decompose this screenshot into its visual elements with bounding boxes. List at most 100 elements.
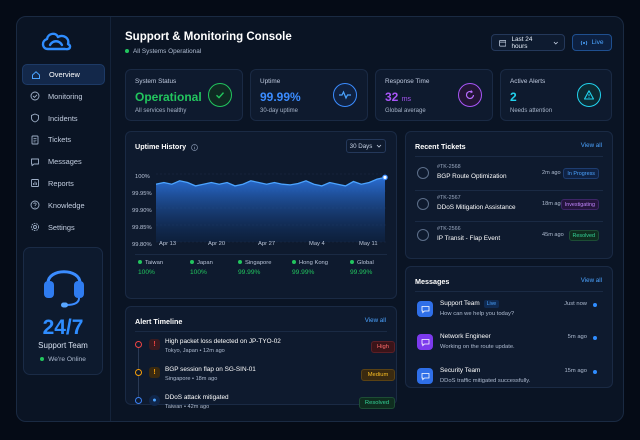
ticket-row[interactable]: #TK-2567 DDoS Mitigation Assistance 18m … (415, 194, 599, 218)
info-icon[interactable] (191, 143, 198, 151)
unread-dot-icon (593, 370, 597, 374)
chat-icon (31, 158, 39, 166)
region-global: Global 99.99% (350, 260, 374, 276)
alerts-view-all-link[interactable]: View all (364, 317, 386, 324)
message-preview: DDoS traffic mitigated successfully. (440, 378, 531, 384)
ticket-title: DDoS Mitigation Assistance (437, 204, 516, 211)
document-icon (31, 135, 39, 145)
y-tick-label: 99.90% (132, 208, 152, 214)
alert-item[interactable]: ● DDoS attack mitigated Taiwan • 42m ago… (135, 393, 395, 417)
message-item[interactable]: Network Engineer Working on the route up… (415, 331, 599, 357)
alert-title: High packet loss detected on JP-TYO-02 (165, 338, 281, 345)
sidebar-item-monitoring[interactable]: Monitoring (22, 86, 105, 107)
ticket-id: #TK-2567 (437, 195, 461, 201)
chevron-down-icon (377, 144, 382, 148)
sidebar-item-reports[interactable]: Reports (22, 173, 105, 194)
message-preview: How can we help you today? (440, 311, 515, 317)
region-name: Global (357, 260, 374, 266)
sidebar-item-knowledge[interactable]: Knowledge (22, 195, 105, 216)
support-card: 24/7 Support Team We're Online (23, 247, 103, 375)
messages-title: Messages (415, 277, 450, 286)
stat-unit: ms (401, 96, 412, 103)
uptime-chart (156, 173, 388, 243)
ticket-status-badge: Resolved (568, 230, 599, 241)
sidebar-item-label: Monitoring (48, 91, 83, 101)
stat-number: 32 (385, 90, 399, 104)
uptime-area (156, 177, 385, 242)
system-status-line: All Systems Operational (125, 48, 201, 55)
check-circle-icon (30, 91, 40, 101)
stat-value: 2 (510, 90, 517, 104)
sidebar-item-incidents[interactable]: Incidents (22, 108, 105, 129)
sidebar-item-settings[interactable]: Settings (22, 217, 105, 238)
ticket-row[interactable]: #TK-2568 BGP Route Optimization 2m ago I… (415, 163, 599, 187)
region-name: Japan (197, 260, 213, 266)
sidebar-item-messages[interactable]: Messages (22, 151, 105, 172)
region-japan: Japan 100% (190, 260, 213, 276)
stat-value: 32 ms (385, 90, 411, 104)
period-select[interactable]: 30 Days (346, 139, 386, 153)
messages-view-all-link[interactable]: View all (580, 277, 602, 284)
region-pct: 100% (190, 269, 207, 276)
clock-icon (417, 198, 429, 210)
message-item[interactable]: Security Team DDoS traffic mitigated suc… (415, 365, 599, 391)
chat-icon (417, 301, 433, 317)
tickets-view-all-link[interactable]: View all (580, 142, 602, 149)
calendar-icon (499, 39, 507, 47)
message-item[interactable]: Support Team Live How can we help you tod… (415, 298, 599, 324)
alert-item[interactable]: ! High packet loss detected on JP-TYO-02… (135, 337, 395, 361)
divider (135, 254, 387, 255)
stat-label: Uptime (260, 78, 281, 85)
divider (415, 190, 603, 191)
alert-item[interactable]: ! BGP session flap on SG-SIN-01 Singapor… (135, 365, 395, 389)
x-tick-label: Apr 27 (258, 241, 276, 247)
stat-card-response-time: Response Time 32 ms Global average (375, 69, 493, 121)
ticket-id: #TK-2568 (437, 164, 461, 170)
sidebar: Overview Monitoring Incidents Tickets Me… (17, 17, 111, 421)
stat-sub: Global average (385, 108, 426, 114)
messages-card: Messages View all Support Team Live How c… (405, 266, 613, 388)
alert-timeline-title: Alert Timeline (135, 317, 183, 326)
stat-sub: Needs attention (510, 108, 553, 114)
broadcast-icon (581, 40, 588, 45)
region-taiwan: Taiwan 100% (138, 260, 163, 276)
y-tick-label: 99.95% (132, 191, 152, 197)
region-pct: 100% (138, 269, 155, 276)
live-toggle-button[interactable]: Live (572, 34, 612, 51)
stat-card-system-status: System Status Operational All services h… (125, 69, 243, 121)
sidebar-item-overview[interactable]: Overview (22, 64, 105, 85)
help-circle-icon (30, 200, 40, 210)
divider (415, 156, 603, 157)
status-dot-icon (138, 260, 142, 265)
cloud-logo-icon[interactable] (39, 29, 73, 53)
status-dot-icon (238, 260, 242, 265)
page-title: Support & Monitoring Console (125, 31, 292, 43)
sidebar-item-label: Knowledge (48, 200, 85, 210)
stat-label: Active Alerts (510, 78, 546, 85)
region-singapore: Singapore 99.99% (238, 260, 271, 276)
message-sender: Network Engineer (440, 333, 491, 340)
uptime-title-text: Uptime History (135, 142, 187, 151)
sidebar-nav: Overview Monitoring Incidents Tickets Me… (22, 64, 105, 238)
report-icon (31, 179, 39, 188)
sidebar-item-tickets[interactable]: Tickets (22, 129, 105, 150)
status-dot-icon (292, 260, 296, 265)
shield-icon (31, 113, 39, 123)
warning-icon: ! (149, 367, 160, 378)
sidebar-item-label: Overview (49, 70, 80, 79)
stat-value: Operational (135, 90, 202, 104)
x-tick-label: Apr 20 (208, 241, 226, 247)
ticket-time: 2m ago (542, 170, 561, 176)
warning-icon (577, 83, 601, 107)
time-range-select[interactable]: Last 24 hours (491, 34, 565, 51)
region-pct: 99.99% (238, 269, 261, 276)
y-tick-label: 99.85% (132, 225, 152, 231)
main-content: Support & Monitoring Console All Systems… (111, 17, 623, 421)
gear-icon (30, 223, 40, 232)
status-dot-icon (190, 260, 194, 265)
live-label: Live (591, 39, 604, 46)
headset-icon (44, 270, 84, 308)
y-tick-label: 99.80% (132, 242, 152, 248)
ticket-row[interactable]: #TK-2566 IP Transit - Flap Event 45m ago… (415, 225, 599, 249)
shield-icon: ● (149, 395, 160, 406)
